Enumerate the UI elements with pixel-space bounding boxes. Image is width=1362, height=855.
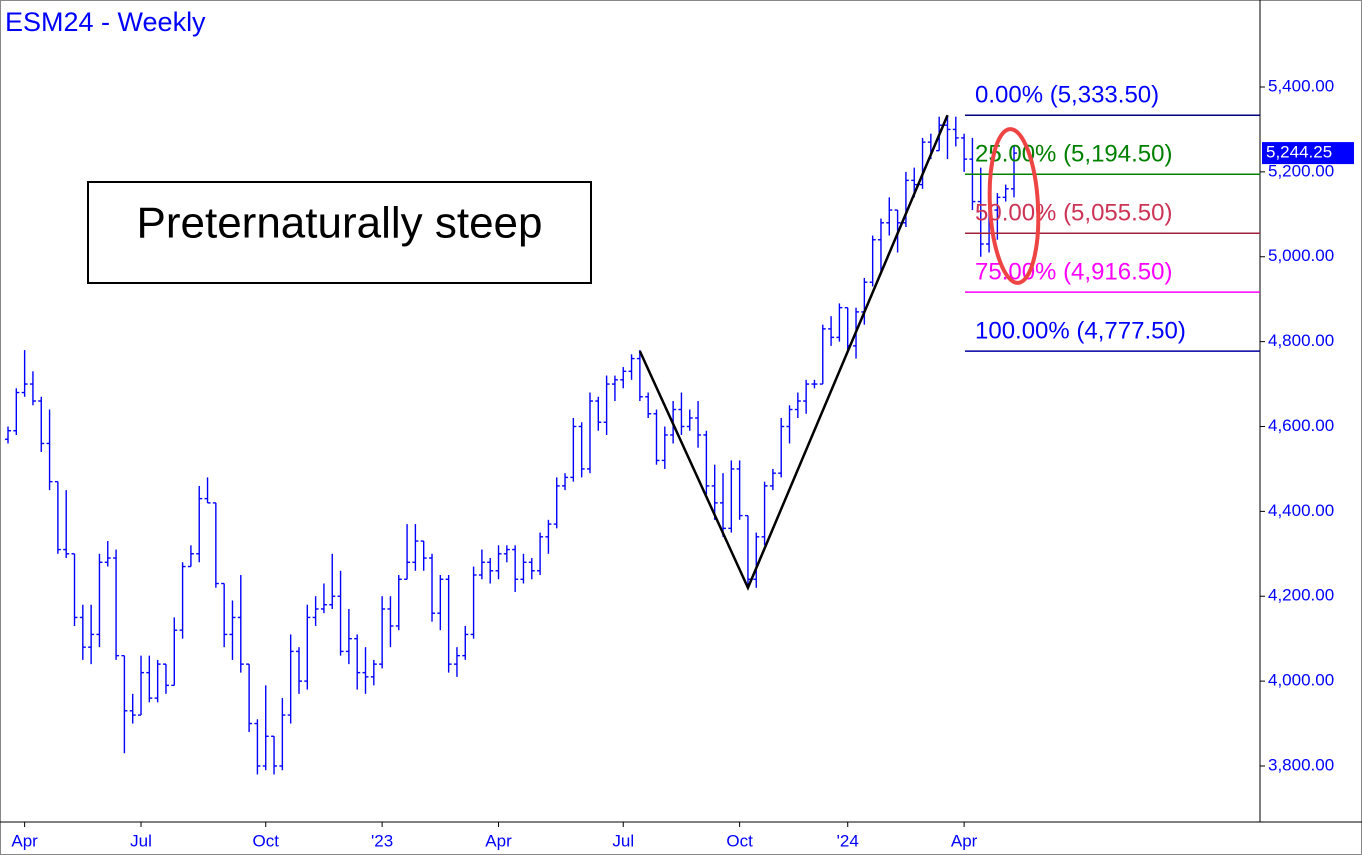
x-tick-label: Apr xyxy=(951,831,978,850)
annotation-box xyxy=(87,181,592,284)
x-tick-label: '23 xyxy=(371,831,393,850)
annotation: Preternaturally steep xyxy=(137,199,543,248)
fib-label: 25.00% (5,194.50) xyxy=(975,141,1172,168)
y-tick-label: 4,000.00 xyxy=(1268,671,1334,690)
last-price-tag xyxy=(1262,142,1354,165)
x-tick-label: Jul xyxy=(130,831,152,850)
y-tick-label: 3,800.00 xyxy=(1268,755,1334,774)
x-tick-label: Apr xyxy=(11,831,38,850)
fib-label: 0.00% (5,333.50) xyxy=(975,82,1159,109)
y-tick-label: 4,400.00 xyxy=(1268,501,1334,520)
y-tick-label: 5,000.00 xyxy=(1268,246,1334,265)
plot-layer: 3,800.00 4,000.00 4,200.00 4,400.00 4,600.00… xyxy=(5,76,1334,850)
chart-title: ESM24 - Weekly xyxy=(5,7,206,37)
x-tick-label: Jul xyxy=(612,831,634,850)
fib-label: 50.00% (5,055.50) xyxy=(975,200,1172,227)
x-tick-label: Apr xyxy=(485,831,512,850)
pattern-line xyxy=(638,114,949,591)
x-tick-label: Oct xyxy=(726,831,753,850)
y-tick-label: 5,400.00 xyxy=(1268,76,1334,95)
y-tick-label: 4,200.00 xyxy=(1268,586,1334,605)
x-tick-label: '24 xyxy=(837,831,859,850)
last-price-label: 5,244.25 xyxy=(1266,143,1332,162)
y-tick-label: 5,200.00 xyxy=(1268,161,1334,180)
highlight-ellipse xyxy=(987,127,1041,285)
fib-label: 75.00% (4,916.50) xyxy=(975,259,1172,286)
y-tick-label: 4,800.00 xyxy=(1268,331,1334,350)
y-tick-label: 4,600.00 xyxy=(1268,416,1334,435)
x-tick-label: Oct xyxy=(253,831,280,850)
fib-label: 100.00% (4,777.50) xyxy=(975,318,1186,345)
